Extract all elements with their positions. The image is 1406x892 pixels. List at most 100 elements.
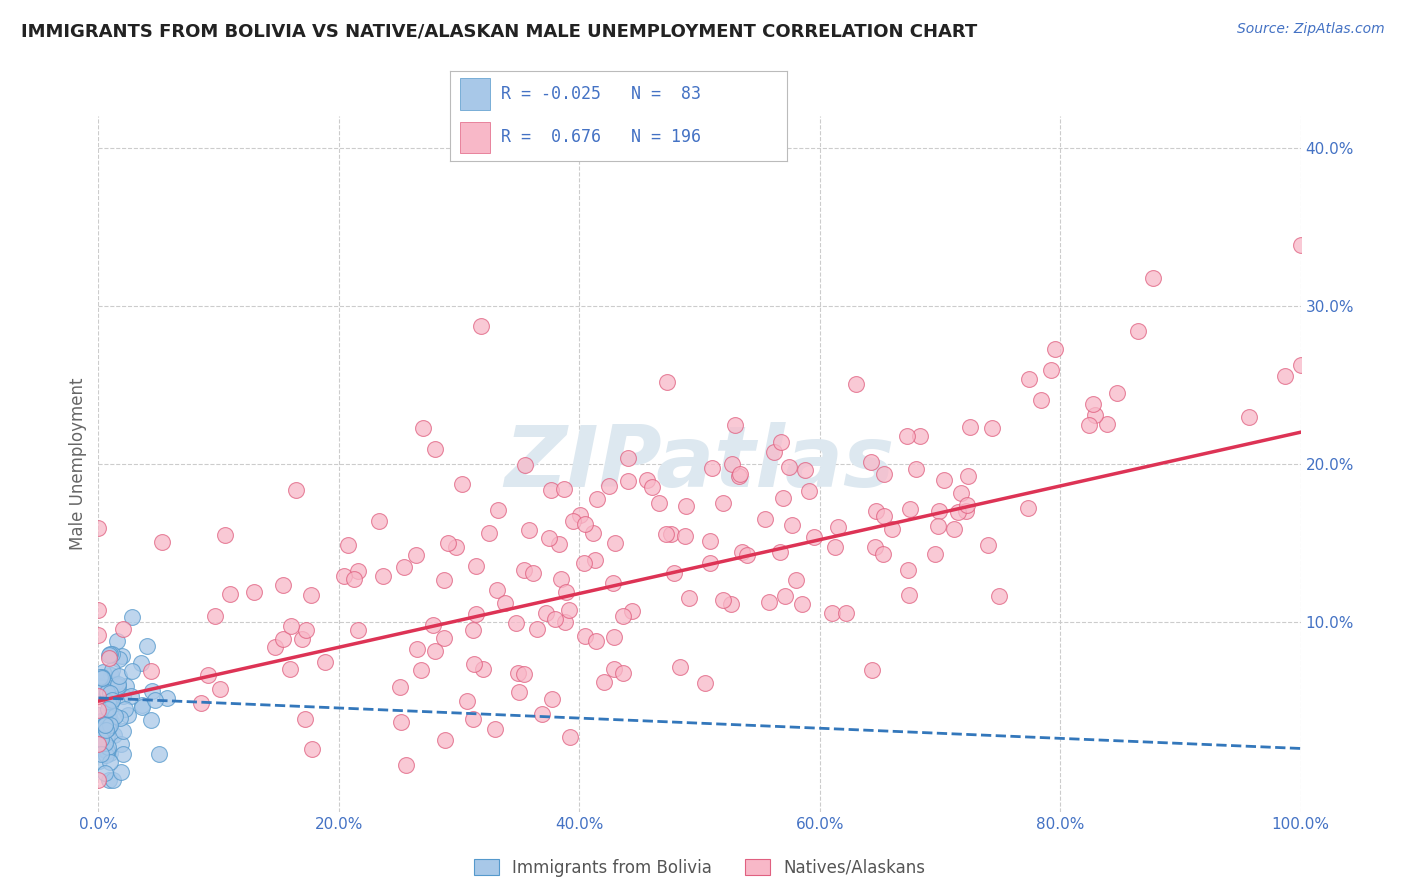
- Point: [946, 505, 969, 519]
- Point: [1083, 397, 1105, 411]
- Point: [508, 665, 530, 680]
- Point: [425, 644, 447, 658]
- Point: [711, 593, 734, 607]
- Point: [148, 747, 170, 761]
- Point: [108, 669, 131, 683]
- Point: [90, 724, 112, 739]
- Point: [526, 623, 548, 637]
- Point: [785, 574, 807, 588]
- Point: [1029, 392, 1052, 407]
- Point: [405, 549, 427, 563]
- Point: [981, 421, 1004, 435]
- Point: [773, 589, 796, 603]
- Point: [678, 591, 700, 605]
- Point: [569, 508, 592, 523]
- Point: [450, 476, 472, 491]
- Point: [699, 556, 721, 570]
- Point: [91, 723, 114, 738]
- Point: [97, 710, 120, 724]
- Point: [110, 765, 132, 780]
- Point: [90, 671, 112, 685]
- Point: [120, 689, 142, 703]
- Point: [872, 547, 894, 561]
- Point: [422, 617, 444, 632]
- Point: [131, 699, 153, 714]
- Point: [540, 483, 562, 497]
- Point: [271, 632, 294, 647]
- Point: [772, 491, 794, 506]
- Point: [295, 624, 318, 638]
- Point: [513, 458, 536, 472]
- Point: [1040, 362, 1063, 376]
- Point: [955, 504, 977, 518]
- Point: [389, 680, 412, 694]
- Point: [91, 741, 114, 756]
- Text: ZIPatlas: ZIPatlas: [505, 422, 894, 506]
- Point: [141, 684, 163, 698]
- Point: [1274, 368, 1296, 383]
- Point: [513, 563, 536, 577]
- Point: [94, 723, 117, 737]
- Point: [769, 434, 792, 449]
- Point: [98, 719, 121, 733]
- Point: [924, 548, 946, 562]
- Point: [121, 664, 143, 678]
- Point: [87, 773, 110, 788]
- Point: [98, 709, 121, 723]
- Point: [659, 527, 682, 541]
- Point: [100, 756, 122, 770]
- Text: IMMIGRANTS FROM BOLIVIA VS NATIVE/ALASKAN MALE UNEMPLOYMENT CORRELATION CHART: IMMIGRANTS FROM BOLIVIA VS NATIVE/ALASKA…: [21, 22, 977, 40]
- Point: [87, 737, 110, 751]
- Point: [720, 457, 742, 471]
- Point: [373, 569, 395, 583]
- Point: [730, 467, 752, 481]
- Point: [209, 682, 232, 697]
- Point: [673, 529, 696, 543]
- Point: [1084, 408, 1107, 422]
- Point: [89, 670, 111, 684]
- Text: Source: ZipAtlas.com: Source: ZipAtlas.com: [1237, 22, 1385, 37]
- Point: [835, 606, 858, 620]
- Point: [537, 531, 560, 545]
- Point: [778, 460, 800, 475]
- Point: [896, 429, 918, 443]
- Point: [114, 679, 136, 693]
- Point: [792, 597, 814, 611]
- Y-axis label: Male Unemployment: Male Unemployment: [69, 377, 87, 550]
- Point: [150, 534, 173, 549]
- Point: [574, 516, 596, 531]
- Point: [129, 656, 152, 670]
- Point: [94, 765, 117, 780]
- Point: [87, 520, 110, 534]
- Point: [897, 588, 920, 602]
- Bar: [460, 122, 491, 153]
- Point: [117, 708, 139, 723]
- Point: [754, 512, 776, 526]
- Point: [110, 737, 132, 751]
- Point: [94, 717, 117, 731]
- Point: [108, 652, 131, 666]
- Point: [94, 723, 117, 737]
- Point: [603, 536, 626, 550]
- Point: [554, 615, 576, 629]
- Point: [621, 604, 644, 618]
- Point: [87, 627, 110, 641]
- Point: [617, 451, 640, 466]
- Point: [780, 517, 803, 532]
- Point: [897, 563, 920, 577]
- Point: [214, 527, 236, 541]
- Point: [612, 609, 634, 624]
- Point: [437, 535, 460, 549]
- Point: [586, 491, 609, 506]
- Point: [90, 732, 112, 747]
- Point: [395, 758, 418, 772]
- Point: [737, 548, 759, 562]
- Point: [485, 583, 508, 598]
- Point: [541, 691, 564, 706]
- Point: [101, 773, 124, 788]
- Point: [478, 525, 501, 540]
- Point: [910, 429, 932, 443]
- Point: [105, 634, 128, 648]
- Point: [461, 623, 484, 637]
- Point: [156, 691, 179, 706]
